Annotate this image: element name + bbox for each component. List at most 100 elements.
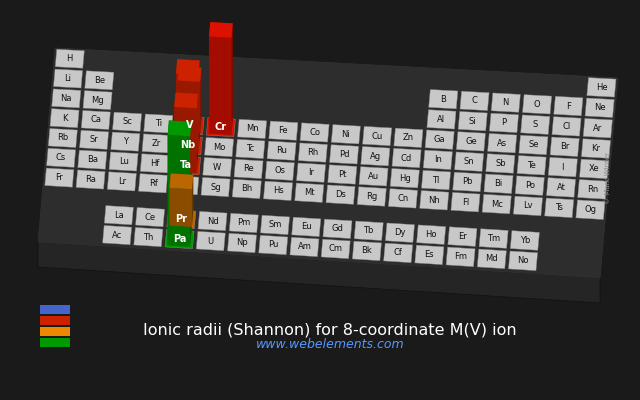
Polygon shape bbox=[170, 174, 193, 189]
Text: Ra: Ra bbox=[85, 175, 96, 184]
Polygon shape bbox=[38, 48, 55, 267]
Text: W: W bbox=[213, 162, 221, 172]
Polygon shape bbox=[300, 123, 329, 142]
Text: V: V bbox=[187, 121, 193, 130]
Text: Po: Po bbox=[525, 181, 535, 190]
Polygon shape bbox=[486, 154, 515, 173]
Polygon shape bbox=[296, 163, 326, 182]
Text: Ne: Ne bbox=[594, 103, 605, 112]
Text: Kr: Kr bbox=[591, 144, 600, 153]
Text: Li: Li bbox=[65, 74, 72, 83]
Polygon shape bbox=[509, 251, 538, 271]
Bar bbox=[40, 316, 70, 325]
Text: Mt: Mt bbox=[304, 188, 314, 197]
Polygon shape bbox=[232, 23, 233, 135]
Text: Rn: Rn bbox=[587, 185, 598, 194]
Polygon shape bbox=[292, 217, 321, 236]
Polygon shape bbox=[200, 68, 202, 133]
Text: Fl: Fl bbox=[462, 198, 469, 207]
Text: Ta: Ta bbox=[180, 160, 192, 170]
Text: He: He bbox=[596, 83, 607, 92]
Polygon shape bbox=[554, 96, 583, 116]
Text: Eu: Eu bbox=[301, 222, 312, 231]
Text: Nh: Nh bbox=[428, 196, 440, 205]
Polygon shape bbox=[415, 245, 444, 265]
Polygon shape bbox=[102, 226, 132, 245]
Polygon shape bbox=[84, 71, 114, 90]
Text: Cf: Cf bbox=[394, 248, 403, 257]
Polygon shape bbox=[323, 219, 352, 238]
Text: F: F bbox=[566, 102, 571, 110]
Text: Cn: Cn bbox=[397, 194, 408, 203]
Polygon shape bbox=[383, 243, 413, 263]
Text: Nb: Nb bbox=[180, 140, 195, 150]
Polygon shape bbox=[168, 120, 191, 136]
Polygon shape bbox=[196, 231, 225, 251]
Text: Tl: Tl bbox=[433, 176, 440, 184]
Polygon shape bbox=[113, 112, 141, 131]
Text: Sc: Sc bbox=[122, 117, 132, 126]
Polygon shape bbox=[108, 172, 136, 191]
Polygon shape bbox=[38, 242, 600, 303]
Polygon shape bbox=[488, 134, 516, 153]
Polygon shape bbox=[172, 156, 200, 175]
Bar bbox=[40, 338, 70, 347]
Text: www.webelements.com: www.webelements.com bbox=[256, 338, 404, 352]
Polygon shape bbox=[178, 80, 200, 133]
Text: Lr: Lr bbox=[118, 177, 126, 186]
Polygon shape bbox=[269, 121, 298, 140]
Polygon shape bbox=[198, 211, 227, 231]
Polygon shape bbox=[209, 22, 233, 38]
Polygon shape bbox=[229, 213, 259, 233]
Polygon shape bbox=[519, 135, 548, 155]
Text: Pu: Pu bbox=[268, 240, 278, 250]
Polygon shape bbox=[203, 158, 232, 177]
Polygon shape bbox=[190, 122, 191, 247]
Polygon shape bbox=[174, 92, 175, 172]
Text: Sr: Sr bbox=[90, 135, 99, 144]
Text: V: V bbox=[186, 120, 193, 130]
Text: B: B bbox=[440, 95, 446, 104]
Text: Ionic radii (Shannon) for 8-coordinate M(V) ion: Ionic radii (Shannon) for 8-coordinate M… bbox=[143, 322, 517, 338]
Polygon shape bbox=[175, 92, 198, 159]
Text: Np: Np bbox=[236, 238, 248, 248]
Polygon shape bbox=[392, 148, 421, 168]
Text: Pa: Pa bbox=[175, 234, 184, 244]
Polygon shape bbox=[38, 48, 618, 278]
Polygon shape bbox=[55, 49, 84, 68]
Polygon shape bbox=[168, 120, 169, 246]
Polygon shape bbox=[144, 114, 173, 133]
Polygon shape bbox=[576, 200, 605, 220]
Text: Ta: Ta bbox=[182, 161, 191, 170]
Polygon shape bbox=[328, 165, 357, 184]
Text: Cl: Cl bbox=[563, 122, 571, 131]
Polygon shape bbox=[330, 145, 358, 164]
Polygon shape bbox=[192, 175, 193, 227]
Text: Gd: Gd bbox=[332, 224, 344, 233]
Text: As: As bbox=[497, 139, 508, 148]
Polygon shape bbox=[134, 228, 163, 247]
Text: Nb: Nb bbox=[182, 141, 194, 150]
Text: H: H bbox=[67, 54, 73, 63]
Polygon shape bbox=[174, 107, 196, 173]
Text: Na: Na bbox=[61, 94, 72, 103]
Text: Md: Md bbox=[486, 254, 498, 263]
Text: Pt: Pt bbox=[338, 170, 346, 179]
Polygon shape bbox=[357, 187, 387, 206]
Polygon shape bbox=[52, 89, 81, 108]
Text: Ds: Ds bbox=[335, 190, 346, 199]
Polygon shape bbox=[179, 66, 202, 119]
Text: Ir: Ir bbox=[308, 168, 314, 177]
Polygon shape bbox=[175, 116, 204, 135]
Text: Ni: Ni bbox=[342, 130, 350, 139]
Text: Hf: Hf bbox=[150, 159, 159, 168]
Text: Al: Al bbox=[437, 115, 445, 124]
Polygon shape bbox=[234, 159, 263, 178]
Polygon shape bbox=[177, 59, 200, 139]
Polygon shape bbox=[79, 130, 109, 149]
Polygon shape bbox=[460, 91, 489, 110]
Polygon shape bbox=[174, 92, 198, 108]
Polygon shape bbox=[196, 94, 198, 173]
Polygon shape bbox=[76, 170, 105, 189]
Text: Rf: Rf bbox=[148, 179, 157, 188]
